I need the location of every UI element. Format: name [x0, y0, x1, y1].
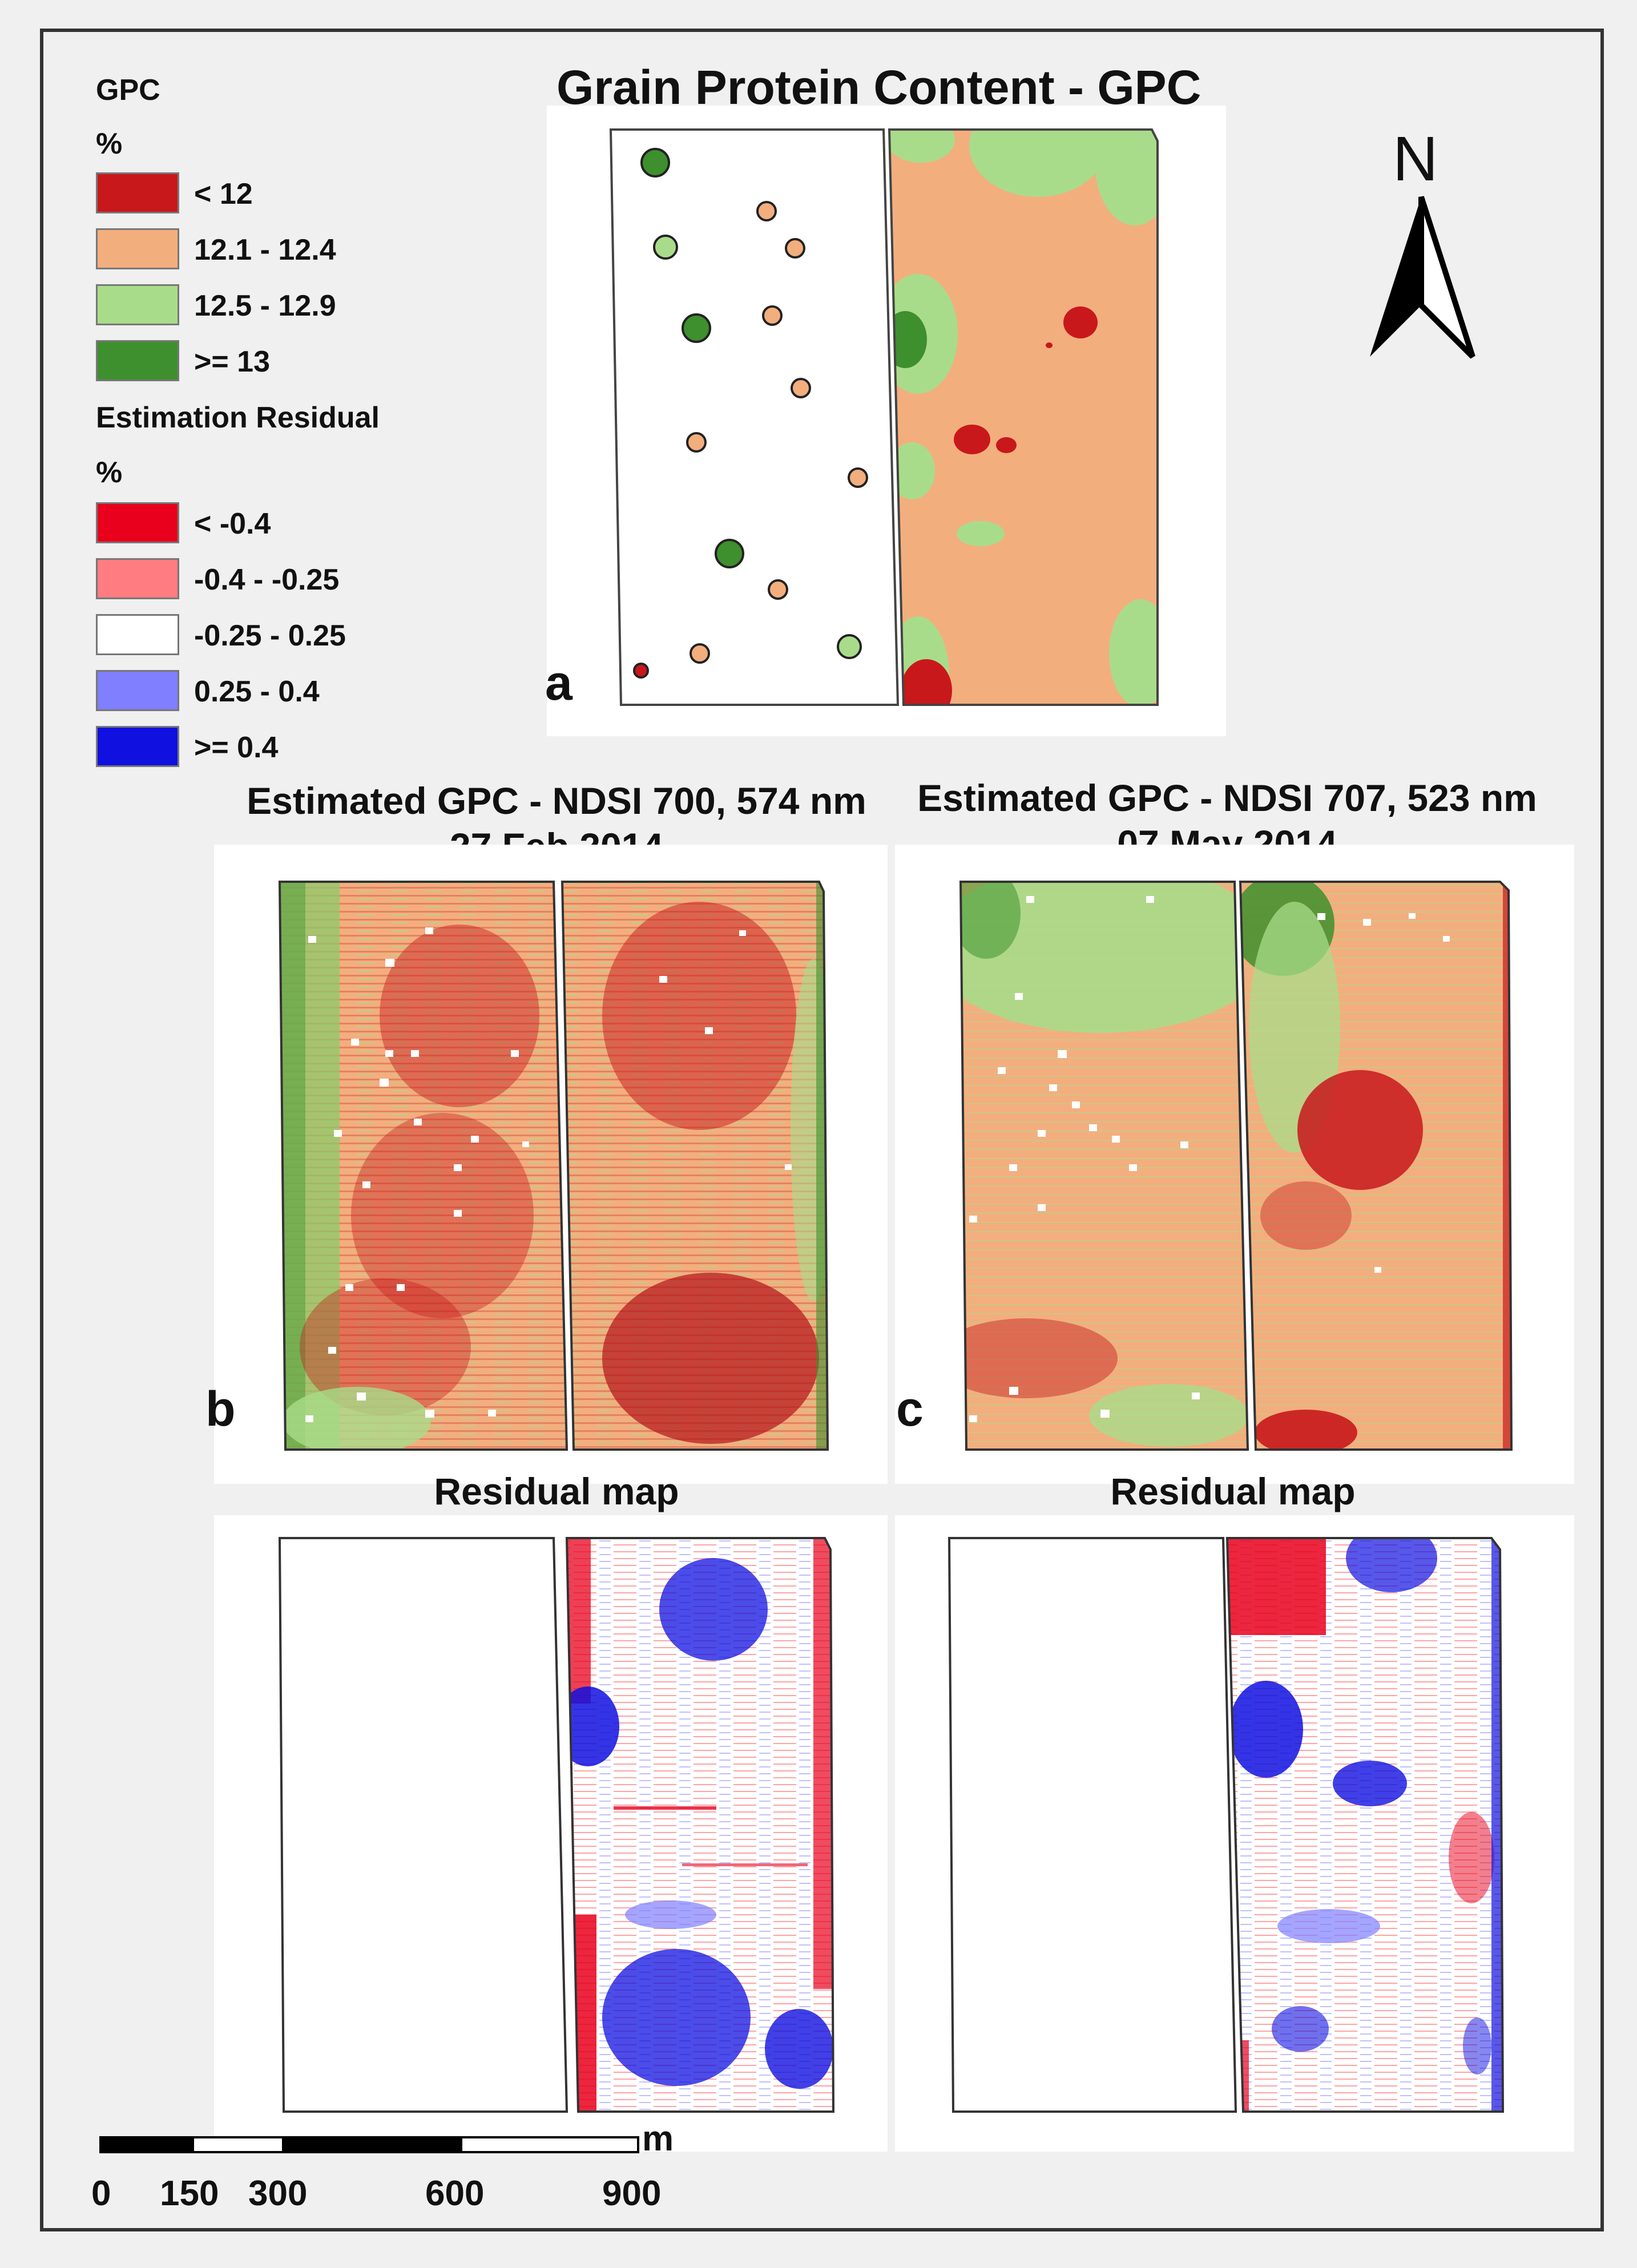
north-arrow-label: N	[1393, 124, 1438, 194]
gpc-swatch-ge13	[96, 340, 179, 381]
sample-point	[848, 467, 868, 488]
scale-tick-150: 150	[160, 2174, 219, 2213]
residual-legend-unit: %	[96, 456, 123, 489]
sample-point	[640, 148, 670, 177]
scale-bar	[99, 2136, 639, 2153]
sample-point	[837, 634, 862, 659]
residual-right-title: Residual map	[1110, 1470, 1356, 1512]
panel-b-map	[278, 881, 829, 1451]
sample-point	[768, 579, 788, 600]
residual-swatch-neutral	[96, 614, 179, 655]
sampling-field	[609, 128, 900, 706]
gpc-label-ge13: >= 13	[194, 345, 271, 378]
residual-legend-title: Estimation Residual	[96, 401, 380, 434]
sample-point	[715, 539, 744, 568]
sample-point	[653, 235, 678, 260]
residual-left-map	[278, 1537, 835, 2113]
gpc-legend-unit: %	[96, 127, 123, 160]
gpc-label-12-5: 12.5 - 12.9	[194, 289, 336, 322]
scale-tick-0: 0	[91, 2174, 111, 2213]
residual-swatch-lt-neg04	[96, 502, 179, 543]
scale-bar-unit: m	[642, 2119, 674, 2158]
gpc-legend-title: GPC	[96, 74, 160, 107]
gpc-swatch-12-5	[96, 284, 179, 325]
sample-point	[785, 238, 805, 259]
panel-c-map	[959, 881, 1513, 1451]
residual-swatch-neg04-neg025	[96, 558, 179, 599]
sample-point	[756, 201, 777, 221]
sample-point	[686, 432, 707, 453]
residual-swatch-ge04	[96, 726, 179, 767]
panel-b-letter: b	[205, 1382, 236, 1436]
gpc-swatch-12-1	[96, 228, 179, 269]
scale-tick-900: 900	[602, 2174, 662, 2213]
scale-tick-300: 300	[248, 2174, 308, 2213]
residual-label-neutral: -0.25 - 0.25	[194, 619, 346, 652]
masked-sample-plots	[305, 927, 792, 1422]
gpc-swatch-lt12	[96, 172, 179, 213]
gpc-label-12-1: 12.1 - 12.4	[194, 233, 336, 267]
scale-tick-600: 600	[425, 2174, 485, 2213]
sample-points	[633, 148, 868, 679]
sample-point	[690, 643, 710, 664]
sample-point	[791, 378, 811, 398]
north-arrow-icon	[1370, 196, 1475, 359]
interpolated-gpc-field	[889, 130, 1158, 705]
panel-b-title-line1: Estimated GPC - NDSI 700, 574 nm	[247, 780, 866, 822]
main-title: Grain Protein Content - GPC	[557, 60, 1201, 114]
residual-label-neg04-neg025: -0.4 - -0.25	[194, 563, 340, 596]
gpc-label-lt12: < 12	[194, 177, 253, 211]
panel-a-map	[609, 128, 1159, 706]
panel-c-title-line1: Estimated GPC - NDSI 707, 523 nm	[917, 777, 1537, 819]
residual-label-025-04: 0.25 - 0.4	[194, 675, 320, 708]
residual-left-title: Residual map	[434, 1470, 679, 1512]
residual-label-lt-neg04: < -0.4	[194, 507, 271, 540]
residual-label-ge04: >= 0.4	[194, 731, 279, 764]
panel-c-letter: c	[896, 1382, 924, 1436]
masked-sample-plots	[969, 896, 1450, 1422]
sample-point	[762, 305, 783, 326]
sample-point	[682, 313, 711, 343]
residual-swatch-025-04	[96, 670, 179, 711]
residual-right-map	[947, 1537, 1505, 2113]
panel-a-letter: a	[545, 656, 572, 711]
sample-point	[633, 663, 649, 679]
